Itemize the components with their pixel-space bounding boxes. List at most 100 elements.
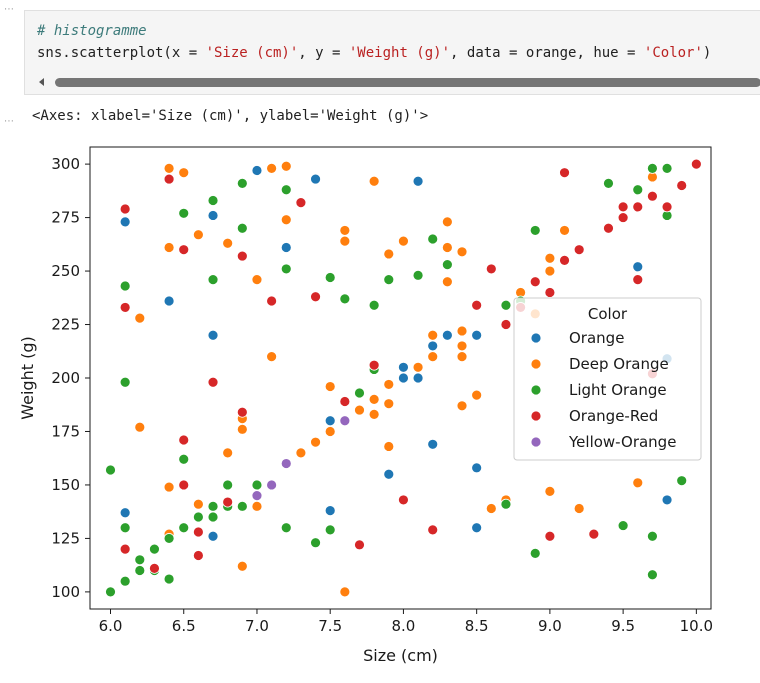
data-point-deep-orange bbox=[544, 485, 556, 497]
data-point-light-orange bbox=[236, 177, 248, 189]
data-point-orange-red bbox=[529, 276, 541, 288]
data-point-light-orange bbox=[500, 299, 512, 311]
x-tick-label: 8.5 bbox=[465, 617, 489, 635]
data-point-light-orange bbox=[178, 522, 190, 534]
data-point-light-orange bbox=[134, 554, 146, 566]
data-point-orange bbox=[661, 494, 673, 506]
data-point-orange bbox=[324, 415, 336, 427]
data-point-orange-red bbox=[603, 222, 614, 234]
data-point-orange-red bbox=[471, 299, 483, 311]
code-token: 'Weight (g)' bbox=[348, 45, 451, 61]
y-tick-label: 225 bbox=[51, 316, 80, 334]
data-point-deep-orange bbox=[192, 498, 204, 510]
data-point-orange-red bbox=[207, 376, 219, 388]
data-point-orange-red bbox=[647, 190, 658, 202]
data-point-light-orange bbox=[280, 184, 292, 196]
data-point-deep-orange bbox=[456, 325, 468, 337]
legend-marker bbox=[530, 436, 542, 448]
data-point-light-orange bbox=[207, 195, 219, 206]
x-tick-label: 7.5 bbox=[318, 617, 342, 635]
data-point-orange bbox=[207, 530, 219, 542]
x-tick-label: 10.0 bbox=[680, 617, 713, 635]
data-point-light-orange bbox=[617, 520, 629, 531]
data-point-orange-red bbox=[632, 201, 644, 213]
data-point-orange bbox=[412, 175, 424, 187]
data-point-light-orange bbox=[207, 511, 219, 523]
data-point-orange-red bbox=[398, 494, 409, 506]
data-point-light-orange bbox=[119, 280, 131, 292]
data-point-deep-orange bbox=[544, 265, 556, 277]
code-token: 'Size (cm)' bbox=[205, 45, 299, 61]
data-point-light-orange bbox=[163, 533, 175, 544]
cell-collapse-handle[interactable]: ⋯ bbox=[4, 4, 14, 15]
cell-output-text: <Axes: xlabel='Size (cm)', ylabel='Weigh… bbox=[32, 108, 429, 124]
output-collapse-handle[interactable]: ⋯ bbox=[4, 116, 14, 127]
data-point-orange-red bbox=[617, 212, 629, 223]
data-point-light-orange bbox=[647, 530, 658, 542]
data-point-light-orange bbox=[280, 522, 292, 534]
data-point-deep-orange bbox=[163, 481, 175, 493]
data-point-light-orange bbox=[441, 259, 453, 271]
y-tick-label: 200 bbox=[51, 369, 80, 387]
data-point-orange bbox=[280, 242, 292, 253]
data-point-deep-orange bbox=[163, 162, 175, 174]
data-point-deep-orange bbox=[368, 393, 380, 405]
data-point-orange-red bbox=[559, 254, 570, 266]
legend-marker bbox=[530, 358, 542, 370]
data-point-light-orange bbox=[119, 522, 131, 534]
data-point-light-orange bbox=[383, 274, 395, 286]
data-point-orange bbox=[632, 261, 644, 273]
data-point-light-orange bbox=[500, 498, 512, 510]
data-point-light-orange bbox=[119, 575, 131, 587]
data-point-orange bbox=[207, 329, 219, 341]
data-point-light-orange bbox=[236, 222, 248, 234]
data-point-orange-red bbox=[559, 167, 570, 179]
data-point-orange-red bbox=[236, 250, 248, 262]
data-point-deep-orange bbox=[471, 389, 483, 401]
data-point-orange bbox=[471, 462, 483, 474]
y-axis-label: Weight (g) bbox=[18, 336, 37, 419]
data-point-orange-red bbox=[573, 244, 585, 256]
data-point-light-orange bbox=[647, 162, 658, 174]
data-point-orange-red bbox=[119, 543, 131, 555]
data-point-orange bbox=[471, 329, 483, 341]
legend-label: Orange bbox=[569, 329, 624, 347]
data-point-orange-red bbox=[163, 173, 175, 185]
code-cell[interactable]: # histogramme sns.scatterplot(x = 'Size … bbox=[24, 10, 760, 95]
data-point-orange-red bbox=[690, 158, 702, 170]
data-point-light-orange bbox=[236, 500, 248, 512]
data-point-yellow-orange bbox=[266, 479, 278, 491]
data-point-deep-orange bbox=[134, 421, 146, 433]
x-tick-label: 8.0 bbox=[391, 617, 415, 635]
code-token: , y = bbox=[298, 45, 349, 61]
data-point-light-orange bbox=[163, 573, 175, 585]
horizontal-scrollbar[interactable] bbox=[35, 75, 760, 89]
code-line: sns.scatterplot(x = 'Size (cm)', y = 'We… bbox=[37, 45, 720, 61]
y-tick-label: 175 bbox=[51, 422, 80, 440]
scroll-left-arrow-icon[interactable] bbox=[35, 75, 49, 89]
data-point-deep-orange bbox=[383, 248, 395, 260]
y-tick-label: 300 bbox=[51, 155, 80, 173]
data-point-yellow-orange bbox=[251, 490, 263, 502]
data-point-orange bbox=[251, 165, 263, 176]
data-point-orange-red bbox=[676, 180, 688, 191]
data-point-deep-orange bbox=[266, 162, 278, 174]
data-point-orange bbox=[119, 216, 131, 228]
data-point-deep-orange bbox=[441, 242, 453, 253]
x-axis-label: Size (cm) bbox=[363, 646, 438, 665]
data-point-orange bbox=[427, 438, 439, 450]
code-editor[interactable]: # histogramme sns.scatterplot(x = 'Size … bbox=[37, 20, 720, 64]
legend-label: Deep Orange bbox=[569, 355, 669, 373]
data-point-light-orange bbox=[324, 272, 336, 283]
data-point-light-orange bbox=[339, 293, 351, 305]
y-tick-label: 150 bbox=[51, 476, 80, 494]
data-point-orange-red bbox=[427, 524, 439, 536]
scrollbar-thumb[interactable] bbox=[55, 78, 760, 87]
data-point-deep-orange bbox=[398, 235, 409, 247]
data-point-orange-red bbox=[368, 359, 380, 371]
data-point-orange-red bbox=[339, 396, 351, 407]
data-point-deep-orange bbox=[236, 560, 248, 572]
data-point-deep-orange bbox=[310, 436, 321, 448]
data-point-light-orange bbox=[178, 453, 190, 465]
data-point-deep-orange bbox=[427, 329, 439, 341]
